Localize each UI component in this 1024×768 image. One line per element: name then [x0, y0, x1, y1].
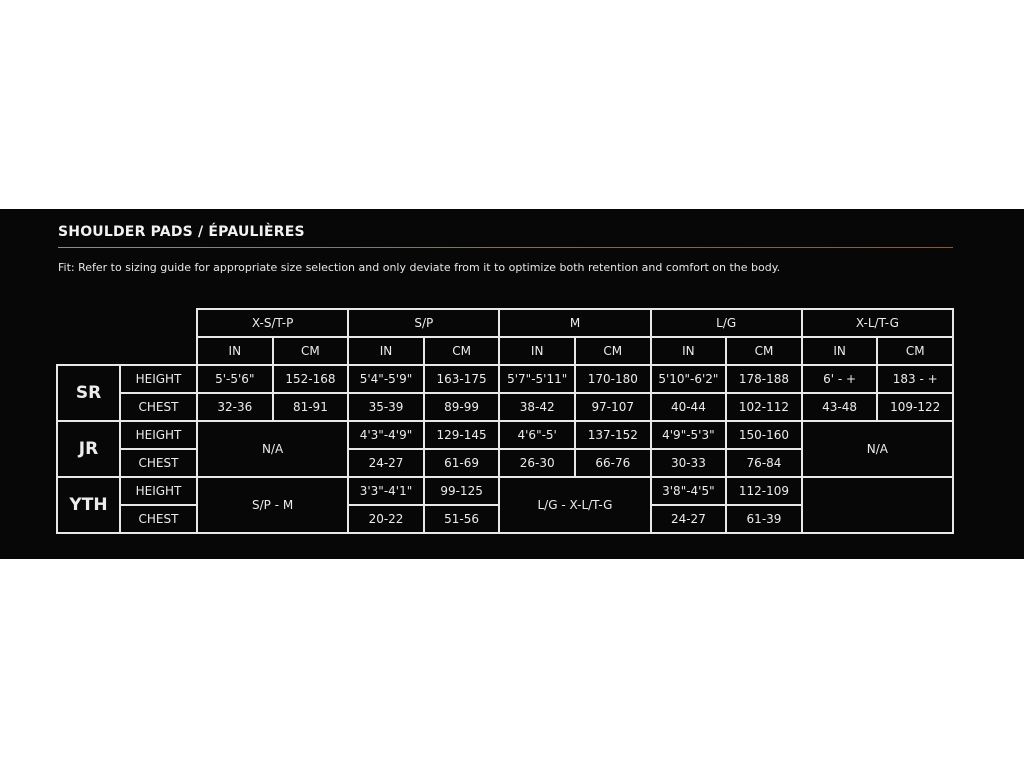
cell: 35-39 — [347, 392, 425, 422]
cell: 81-91 — [271, 392, 350, 422]
merged-cell: L/G - X-L/T-G — [498, 476, 652, 534]
table-row: YTH HEIGHT S/P - M 3'3"-4'1" 99-125 L/G -… — [56, 476, 954, 534]
cell: 89-99 — [422, 392, 501, 422]
cell: 66-76 — [573, 448, 652, 478]
table-row: CHEST 24-27 61-69 26-30 66-76 30-33 76-84 — [57, 448, 953, 478]
unit-header: IN — [649, 336, 728, 366]
merged-cell: N/A — [195, 420, 350, 478]
group-label: JR — [56, 420, 121, 478]
table-row: JR HEIGHT N/A 4'3"-4'9" 129-145 4'6"-5' 13… — [56, 420, 954, 478]
unit-header: CM — [725, 336, 803, 366]
cell: 4'6"-5' — [498, 420, 576, 450]
cell: 76-84 — [725, 448, 803, 478]
cell: 3'8"-4'5" — [649, 476, 728, 506]
fit-note: Fit: Refer to sizing guide for appropria… — [58, 261, 781, 274]
measure-label: HEIGHT — [119, 420, 198, 450]
unit-header: CM — [271, 336, 350, 366]
divider — [58, 247, 953, 248]
merged-cell: S/P - M — [195, 476, 350, 534]
size-header: L/G — [649, 308, 803, 338]
cell: 26-30 — [498, 448, 576, 478]
cell: 5'-5'6" — [196, 364, 274, 394]
size-header: X-L/T-G — [800, 308, 954, 338]
cell: 61-69 — [422, 448, 501, 478]
page-title: SHOULDER PADS / ÉPAULIÈRES — [58, 224, 305, 240]
size-header-row: X-S/T-P S/P M L/G X-L/T-G — [57, 308, 954, 338]
empty-cell — [800, 476, 954, 534]
group-label: SR — [56, 364, 121, 422]
cell: 20-22 — [347, 504, 425, 534]
unit-header-row: IN CM IN CM IN CM IN CM IN CM — [57, 336, 954, 366]
merged-cell: N/A — [800, 420, 954, 478]
cell: 4'9"-5'3" — [649, 420, 728, 450]
unit-header: IN — [196, 336, 274, 366]
measure-label: CHEST — [119, 504, 198, 534]
cell: 3'3"-4'1" — [347, 476, 425, 506]
size-table: X-S/T-P S/P M L/G X-L/T-G IN CM IN CM IN CM… — [56, 308, 954, 534]
table-row: CHEST 32-36 81-91 35-39 89-99 38-42 97-107 … — [57, 392, 954, 422]
cell: 4'3"-4'9" — [347, 420, 425, 450]
cell: 129-145 — [422, 420, 501, 450]
cell: 137-152 — [573, 420, 652, 450]
cell: 43-48 — [800, 392, 879, 422]
cell: 109-122 — [876, 392, 954, 422]
cell: 51-56 — [422, 504, 501, 534]
measure-label: HEIGHT — [119, 476, 198, 506]
cell: 97-107 — [573, 392, 652, 422]
size-header: X-S/T-P — [195, 308, 350, 338]
table-row: CHEST 20-22 51-56 24-27 61-39 — [57, 504, 953, 534]
cell: 99-125 — [422, 476, 501, 506]
unit-header: IN — [498, 336, 576, 366]
measure-label: CHEST — [119, 448, 198, 478]
cell: 24-27 — [347, 448, 425, 478]
cell: 102-112 — [725, 392, 803, 422]
cell: 24-27 — [649, 504, 728, 534]
unit-header: CM — [573, 336, 652, 366]
cell: 5'10"-6'2" — [649, 364, 728, 394]
unit-header: CM — [422, 336, 501, 366]
cell: 30-33 — [649, 448, 728, 478]
cell: 163-175 — [422, 364, 501, 394]
unit-header: CM — [876, 336, 954, 366]
cell: 152-168 — [271, 364, 350, 394]
cell: 150-160 — [725, 420, 803, 450]
cell: 32-36 — [196, 392, 274, 422]
cell: 5'7"-5'11" — [498, 364, 576, 394]
measure-label: HEIGHT — [119, 364, 198, 394]
cell: 61-39 — [725, 504, 803, 534]
cell: 170-180 — [573, 364, 652, 394]
cell: 38-42 — [498, 392, 576, 422]
cell: 178-188 — [725, 364, 803, 394]
size-header: M — [498, 308, 652, 338]
cell: 112-109 — [725, 476, 803, 506]
group-label: YTH — [56, 476, 121, 534]
measure-label: CHEST — [119, 392, 198, 422]
cell: 183 - + — [876, 364, 954, 394]
size-header: S/P — [347, 308, 501, 338]
table-row: SR HEIGHT 5'-5'6" 152-168 5'4"-5'9" 163-17… — [56, 364, 954, 422]
unit-header: IN — [800, 336, 879, 366]
unit-header: IN — [347, 336, 425, 366]
cell: 5'4"-5'9" — [347, 364, 425, 394]
cell: 40-44 — [649, 392, 728, 422]
cell: 6' - + — [800, 364, 879, 394]
